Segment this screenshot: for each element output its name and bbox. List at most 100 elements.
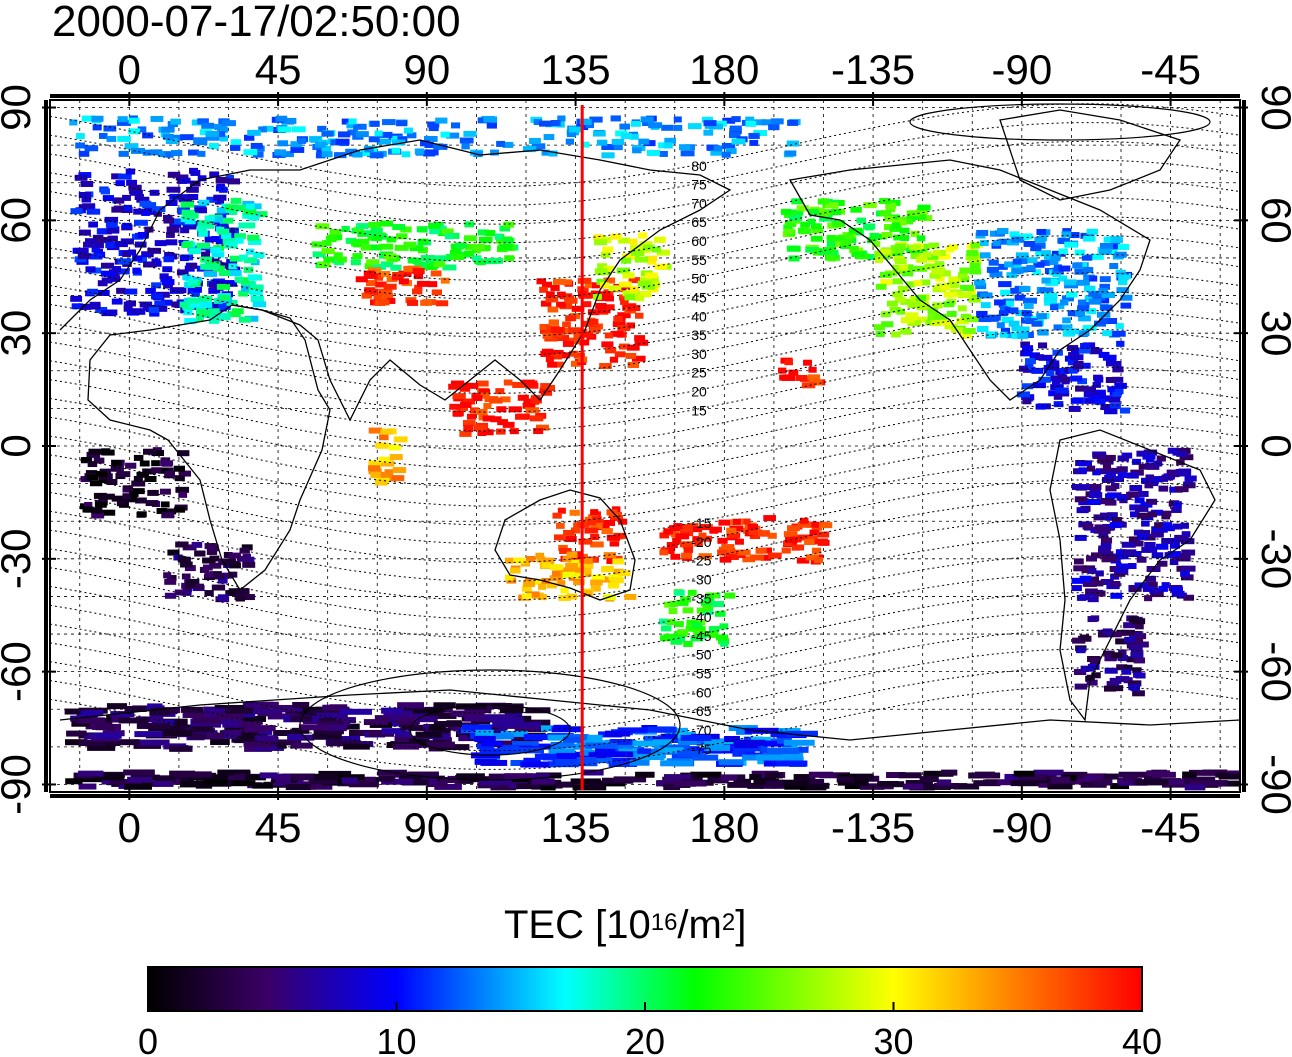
- tec-cell: [167, 549, 180, 556]
- tec-cell: [1078, 467, 1088, 474]
- tec-cell: [638, 232, 648, 239]
- tec-cell: [619, 570, 631, 577]
- contour-line: [50, 535, 1240, 620]
- tec-cell: [683, 640, 693, 647]
- tec-cell: [1109, 685, 1124, 692]
- map-title: 2000-07-17/02:50:00: [52, 0, 461, 46]
- tec-cell: [1146, 770, 1171, 777]
- tec-cell: [1109, 263, 1119, 270]
- tec-cell: [1167, 447, 1179, 454]
- tec-cell: [797, 521, 812, 528]
- tec-cell: [131, 480, 146, 487]
- tec-cell: [1052, 378, 1061, 385]
- tec-cell: [570, 778, 601, 785]
- tec-cell: [785, 730, 818, 737]
- tec-cell: [177, 556, 187, 563]
- tec-cell: [903, 328, 912, 335]
- tec-cell: [1078, 315, 1091, 322]
- x-tick-label-top: 45: [255, 46, 302, 93]
- tec-cell: [761, 119, 771, 126]
- tec-cell: [151, 282, 162, 289]
- tec-cell: [552, 349, 564, 356]
- tec-cell: [502, 421, 515, 428]
- tec-cell: [1019, 326, 1030, 333]
- tec-cell: [696, 607, 708, 614]
- tec-cell: [1035, 250, 1044, 257]
- tec-cell: [665, 547, 675, 554]
- tec-cell: [1039, 287, 1054, 294]
- tec-cell: [1072, 363, 1083, 370]
- tec-cell: [1101, 395, 1113, 402]
- tec-cell: [844, 783, 861, 790]
- tec-cell: [566, 551, 578, 558]
- tec-cell: [1010, 780, 1039, 787]
- tec-cell: [931, 268, 945, 275]
- tec-cell: [1052, 267, 1063, 274]
- tec-cell: [880, 279, 893, 286]
- tec-cell: [994, 299, 1006, 306]
- tec-cell: [336, 723, 360, 730]
- tec-cell: [337, 131, 351, 138]
- tec-cell: [936, 779, 952, 786]
- tec-cell: [158, 305, 168, 312]
- tec-cell: [562, 279, 572, 286]
- tec-cell: [790, 209, 804, 216]
- tec-cell: [1123, 664, 1133, 671]
- tec-cell: [174, 506, 186, 513]
- tec-cell: [1105, 317, 1118, 324]
- tec-cell: [692, 536, 703, 543]
- tec-cell: [551, 726, 584, 733]
- tec-cell: [589, 116, 603, 123]
- contour-label: 60: [691, 233, 707, 249]
- tec-cell: [192, 717, 221, 724]
- tec-cell: [644, 272, 658, 279]
- tec-cell: [365, 280, 378, 287]
- tec-cell: [708, 626, 720, 633]
- tec-cell: [886, 772, 906, 779]
- tec-cell: [619, 294, 629, 301]
- contour-line: [50, 178, 1240, 263]
- tec-cell: [1050, 375, 1064, 382]
- axes: 0045459090135135180180-135-135-90-90-45-…: [0, 46, 1292, 851]
- tec-cell: [552, 570, 564, 577]
- polar-contours: [299, 103, 1211, 781]
- greenland-coastline: [999, 109, 1182, 201]
- tec-cell: [243, 208, 257, 215]
- tec-cell: [398, 278, 409, 285]
- tec-cell: [969, 262, 981, 269]
- tec-cell: [531, 578, 545, 585]
- tec-cell: [673, 124, 683, 131]
- tec-cell: [82, 506, 93, 513]
- tec-cell: [1032, 382, 1046, 389]
- tec-cell: [1135, 636, 1144, 643]
- tec-cell: [957, 272, 968, 279]
- tec-cell: [749, 533, 761, 540]
- north-pole-contour: [909, 103, 1211, 141]
- tec-cell: [1103, 773, 1119, 780]
- tec-cell: [476, 380, 489, 387]
- tec-cell: [960, 332, 972, 339]
- contour-line: [50, 234, 1240, 319]
- tec-cell: [272, 704, 296, 711]
- tec-cell: [156, 507, 168, 514]
- tec-cell: [1088, 567, 1097, 574]
- tec-cell: [1068, 232, 1080, 239]
- tec-cell: [216, 718, 244, 725]
- tec-cell: [874, 250, 886, 257]
- tec-cell: [980, 292, 993, 299]
- tec-cell: [891, 331, 901, 338]
- tec-cell: [511, 557, 526, 564]
- tec-cell: [329, 704, 348, 711]
- tec-cell: [866, 254, 878, 261]
- tec-cell: [114, 241, 128, 248]
- tec-cell: [647, 726, 677, 733]
- tec-cell: [516, 783, 539, 790]
- tec-cell: [230, 144, 241, 151]
- tec-cell: [253, 252, 265, 259]
- tec-cell: [230, 139, 241, 146]
- tec-cell: [612, 144, 623, 151]
- tec-cell: [181, 209, 195, 216]
- tec-cell: [612, 321, 626, 328]
- tec-cell: [123, 305, 133, 312]
- tec-cell: [602, 246, 614, 253]
